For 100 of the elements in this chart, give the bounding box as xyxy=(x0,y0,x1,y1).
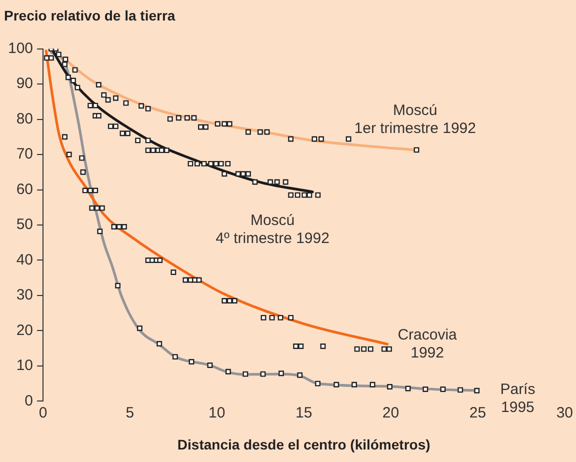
point xyxy=(288,314,294,320)
point xyxy=(370,382,376,388)
point xyxy=(225,368,231,374)
point xyxy=(66,152,72,158)
point xyxy=(354,346,360,352)
point xyxy=(474,388,480,394)
x-tick-label: 20 xyxy=(382,404,400,422)
point xyxy=(123,100,129,106)
point xyxy=(105,97,111,103)
point xyxy=(368,346,374,352)
point xyxy=(302,192,308,198)
x-tick-label: 25 xyxy=(469,404,486,422)
point xyxy=(268,179,274,185)
point xyxy=(101,92,107,98)
x-tick-label: 15 xyxy=(296,404,312,422)
point xyxy=(315,192,321,198)
point xyxy=(198,124,204,130)
point xyxy=(207,362,213,368)
point xyxy=(108,124,114,130)
point xyxy=(235,171,241,177)
point xyxy=(260,314,266,320)
point xyxy=(298,344,304,349)
y-tick-label: 40 xyxy=(16,251,34,268)
series-label: Cracovia 1992 xyxy=(398,326,458,362)
point xyxy=(194,160,200,166)
series-label: Moscú 1er trimestre 1992 xyxy=(354,102,476,138)
point xyxy=(232,298,238,304)
point xyxy=(116,224,122,230)
point xyxy=(422,386,428,392)
y-tick-label: 10 xyxy=(16,357,34,374)
point xyxy=(80,169,86,175)
point xyxy=(188,359,194,364)
x-tick-label: 0 xyxy=(38,404,48,422)
point xyxy=(260,371,266,377)
point xyxy=(381,346,387,352)
point xyxy=(135,138,141,144)
point xyxy=(72,67,78,73)
point xyxy=(92,188,98,194)
point xyxy=(414,147,420,153)
point xyxy=(264,129,270,135)
y-tick-label: 70 xyxy=(16,146,34,163)
point xyxy=(145,138,151,144)
point xyxy=(191,115,197,121)
series-label: París 1995 xyxy=(500,380,536,416)
point xyxy=(293,344,299,349)
point xyxy=(225,160,231,166)
point xyxy=(145,106,151,112)
x-tick-label: 5 xyxy=(126,404,134,422)
point xyxy=(361,346,367,352)
point xyxy=(440,386,446,392)
point xyxy=(176,115,182,121)
point xyxy=(88,188,94,194)
y-tick-label: 100 xyxy=(8,40,34,57)
point xyxy=(167,116,173,122)
point xyxy=(82,188,88,194)
point xyxy=(320,344,326,349)
point xyxy=(96,113,102,118)
point xyxy=(288,136,294,142)
point xyxy=(203,124,208,130)
y-tick-label: 60 xyxy=(16,180,34,198)
point xyxy=(111,224,117,230)
point xyxy=(62,134,68,140)
point xyxy=(306,192,312,198)
point xyxy=(222,171,228,177)
point xyxy=(458,387,464,393)
point xyxy=(222,121,228,127)
point xyxy=(156,341,162,346)
point xyxy=(334,382,340,388)
point xyxy=(222,298,228,304)
y-tick-label: 0 xyxy=(24,392,34,410)
point xyxy=(99,205,105,211)
point xyxy=(294,192,300,198)
point xyxy=(97,228,103,234)
point xyxy=(386,346,392,352)
point xyxy=(346,136,352,142)
point xyxy=(257,129,263,135)
point xyxy=(208,160,214,166)
point xyxy=(66,74,71,80)
point xyxy=(170,270,176,275)
point xyxy=(315,380,320,386)
point xyxy=(145,148,151,154)
point xyxy=(278,314,284,320)
y-tick-label: 30 xyxy=(16,286,34,304)
point xyxy=(122,224,127,230)
point xyxy=(352,382,357,388)
point xyxy=(120,130,126,136)
point xyxy=(158,148,164,154)
point xyxy=(94,205,100,211)
point xyxy=(88,102,94,108)
point xyxy=(226,298,232,304)
point xyxy=(62,56,68,62)
point xyxy=(62,62,68,68)
point xyxy=(48,55,54,61)
point xyxy=(226,121,232,127)
point xyxy=(312,136,318,142)
point xyxy=(112,124,118,130)
point xyxy=(182,277,188,283)
point xyxy=(269,314,275,320)
point xyxy=(297,372,303,378)
point xyxy=(138,103,144,109)
